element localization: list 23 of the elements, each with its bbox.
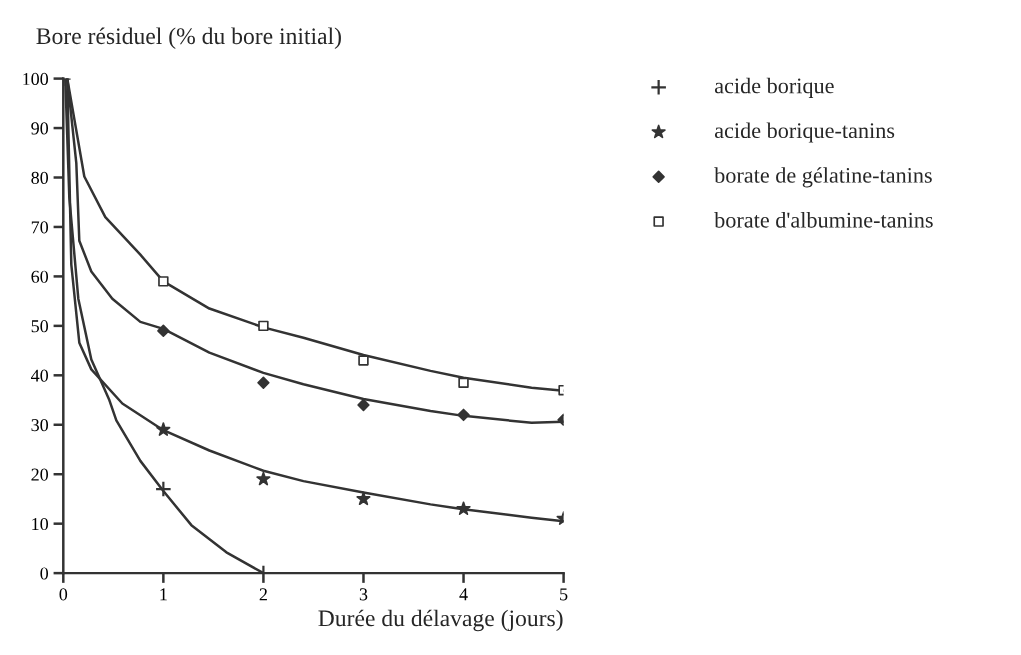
y-tick-label: 0: [40, 567, 49, 580]
y-axis-title: Bore résiduel (% du bore initial): [36, 27, 341, 49]
y-tick-label: 80: [31, 171, 49, 184]
y-tick-label: 70: [31, 221, 49, 234]
x-tick-label: 1: [160, 588, 167, 601]
y-tick-label: 40: [31, 369, 49, 382]
x-tick-label: 4: [459, 588, 468, 601]
x-tick-label: 0: [59, 588, 68, 601]
legend-label: acide borique-tanins: [714, 122, 895, 143]
x-tick-label: 5: [560, 588, 568, 601]
y-tick-label: 100: [23, 72, 49, 86]
x-axis-title: Durée du délavage (jours): [318, 609, 563, 632]
y-tick-label: 20: [31, 468, 49, 481]
y-tick-label: 50: [31, 320, 49, 333]
legend-label: borate d'albumine-tanins: [714, 211, 933, 228]
y-tick-label: 60: [31, 270, 49, 283]
legend-label: acide borique: [714, 77, 834, 98]
y-tick-label: 30: [31, 419, 49, 432]
x-tick-label: 2: [259, 588, 267, 601]
y-tick-label: 10: [32, 517, 49, 531]
legend-label: borate de gélatine-tanins: [714, 167, 932, 188]
x-tick-label: 3: [359, 588, 368, 601]
y-tick-label: 90: [31, 122, 49, 135]
